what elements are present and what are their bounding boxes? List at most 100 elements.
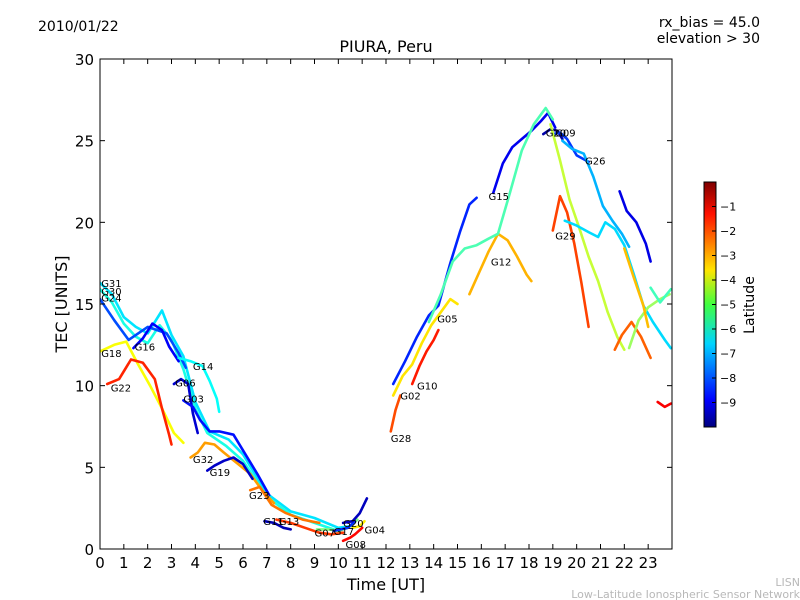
- series-g28-19: [389, 394, 402, 433]
- x-axis: 0 1 2 3 4 5 6 7 8 9 10 11 12 13 14 15 16 17 18 19 20 21 22 23: [95, 59, 658, 572]
- x-tick-label-13: 13: [400, 554, 419, 572]
- x-tick-label-17: 17: [496, 554, 515, 572]
- x-tick-label-14: 14: [424, 554, 443, 572]
- sat-label-g26-27: G26: [585, 156, 605, 167]
- series-g13-13: [275, 518, 345, 536]
- series-g02-20: [391, 297, 459, 397]
- series-g18-35: [649, 286, 672, 304]
- sat-label-g04-17: G04: [365, 525, 385, 536]
- x-tick-label-18: 18: [519, 554, 538, 572]
- sat-label-g11-12: G11: [263, 517, 283, 528]
- x-tick-label-7: 7: [262, 554, 272, 572]
- series-g08-18: [341, 526, 364, 543]
- credit-full: Low-Latitude Ionospheric Sensor Network: [571, 588, 800, 600]
- y-tick-label-25: 25: [75, 133, 94, 151]
- series-g16-5: [132, 322, 180, 363]
- series-g20-16: [341, 497, 369, 525]
- credit-short: LISN: [775, 576, 800, 589]
- rx-bias-label: rx_bias = 45.0: [659, 15, 760, 31]
- sat-label-g13-13: G13: [279, 517, 299, 528]
- x-tick-label-22: 22: [615, 554, 634, 572]
- x-tick-label-20: 20: [567, 554, 586, 572]
- x-tick-label-3: 3: [167, 554, 177, 572]
- x-tick-label-9: 9: [310, 554, 320, 572]
- sat-label-g30-1: G30: [101, 287, 121, 298]
- sat-label-g10-21: G10: [417, 382, 437, 393]
- cb-tick-label--8: −8: [720, 372, 736, 385]
- satellite-labels: G31G30G24G18G22G16G14G06G03G32G19G23G11G…: [101, 129, 605, 552]
- cb-tick-label--1: −1: [720, 201, 736, 214]
- sat-label-g23-11: G23: [249, 491, 269, 502]
- y-tick-label-10: 10: [75, 378, 94, 396]
- chart-title: PIURA, Peru: [339, 37, 432, 56]
- y-tick-label-5: 5: [84, 459, 94, 477]
- series-g10-21: [410, 328, 440, 386]
- sat-label-g12-23: G12: [491, 258, 511, 269]
- series-g25-31: [563, 219, 672, 350]
- x-tick-label-19: 19: [543, 554, 562, 572]
- y-axis: 0 5 10 15 20 25 30: [75, 51, 672, 559]
- x-tick-label-10: 10: [329, 554, 348, 572]
- y-axis-label: TEC [UNITS]: [52, 256, 71, 354]
- series-g01-33: [618, 190, 652, 263]
- cb-tick-label--5: −5: [720, 299, 736, 312]
- x-axis-label: Time [UT]: [346, 575, 425, 594]
- x-tick-label-15: 15: [448, 554, 467, 572]
- sat-label-g22-4: G22: [111, 383, 131, 394]
- cb-tick-label--6: −6: [720, 323, 736, 336]
- series-g23-11: [248, 485, 321, 525]
- x-tick-label-21: 21: [591, 554, 610, 572]
- x-tick-label-8: 8: [286, 554, 296, 572]
- series-g32-37: [622, 247, 650, 329]
- series-g16-36: [656, 400, 672, 409]
- sat-label-g16-5: G16: [135, 343, 155, 354]
- x-tick-label-11: 11: [353, 554, 372, 572]
- sat-label-g20-16: G20: [343, 519, 363, 530]
- x-tick-label-4: 4: [191, 554, 201, 572]
- series-g14-6: [177, 356, 221, 414]
- sat-label-g18-3: G18: [101, 349, 121, 360]
- series-g11-12: [263, 519, 293, 531]
- x-tick-label-12: 12: [376, 554, 395, 572]
- sat-label-g09-26: G09: [555, 129, 575, 140]
- y-tick-label-30: 30: [75, 51, 94, 69]
- sat-label-g06-7: G06: [175, 378, 195, 389]
- colorbar-label: Latitude: [742, 276, 758, 334]
- sat-label-g20-25: G20: [546, 129, 566, 140]
- plot-frame: [99, 58, 673, 550]
- series-g22-4: [105, 358, 173, 446]
- sat-label-g32-9: G32: [193, 455, 213, 466]
- series-g19-10: [206, 456, 254, 481]
- series-g20-26: [541, 127, 564, 141]
- x-tick-label-0: 0: [95, 554, 105, 572]
- x-tick-label-16: 16: [472, 554, 491, 572]
- sat-label-g15-24: G15: [489, 192, 509, 203]
- series-g32-9: [189, 441, 276, 505]
- sat-label-g31-0: G31: [101, 279, 121, 290]
- series-g15-24: [491, 111, 557, 195]
- cb-tick-label--7: −7: [720, 348, 736, 361]
- x-tick-label-5: 5: [214, 554, 224, 572]
- series-g05-22: [391, 196, 478, 386]
- elevation-label: elevation > 30: [657, 31, 760, 47]
- date-label: 2010/01/22: [38, 19, 119, 35]
- x-tick-label-2: 2: [143, 554, 153, 572]
- x-tick-label-6: 6: [238, 554, 248, 572]
- y-tick-label-0: 0: [84, 541, 94, 559]
- series-g06-7: [172, 377, 199, 435]
- series-g30-1: [100, 287, 347, 533]
- series-g03-8: [182, 399, 271, 497]
- colorbar-ticks: −1 −2 −3 −4 −5 −6 −7 −8 −9: [712, 201, 736, 410]
- sat-label-g05-22: G05: [437, 315, 457, 326]
- series-g26-28: [561, 139, 631, 249]
- sat-label-g17-15: G17: [334, 527, 354, 538]
- series-g24-2: [100, 297, 188, 370]
- sat-label-g19-10: G19: [210, 468, 230, 479]
- y-tick-label-15: 15: [75, 296, 94, 314]
- sat-label-g24-2: G24: [101, 294, 121, 305]
- series-g29-29: [551, 194, 590, 329]
- cb-tick-label--2: −2: [720, 225, 736, 238]
- x-tick-label-1: 1: [119, 554, 129, 572]
- sat-label-g28-19: G28: [391, 434, 411, 445]
